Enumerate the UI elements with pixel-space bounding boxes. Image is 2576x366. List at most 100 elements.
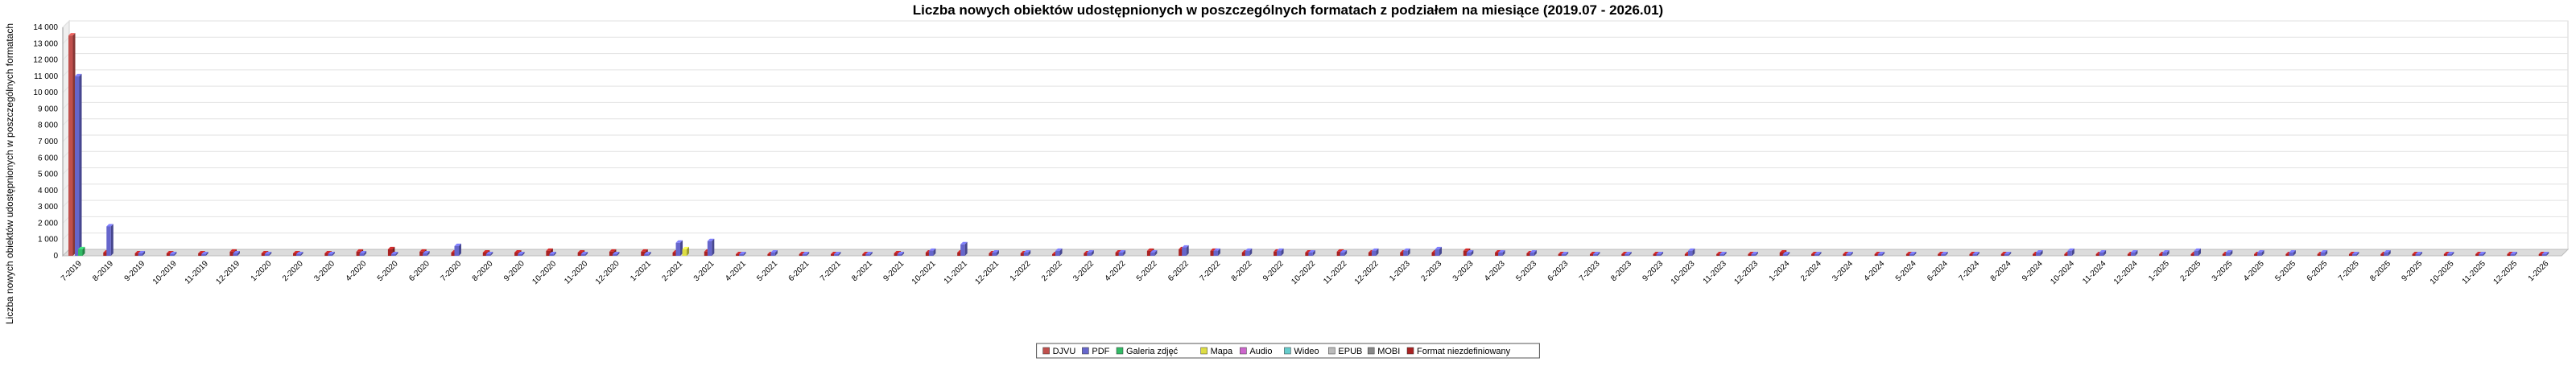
chart-title: Liczba nowych obiektów udostępnionych w … xyxy=(913,2,1663,18)
bar-side-pdf xyxy=(2230,249,2233,256)
bar-top-pdf xyxy=(1371,248,1379,251)
x-tick-label: 10-2024 xyxy=(2049,259,2076,286)
bar-format-niezdefiniowany xyxy=(1653,253,1658,256)
bar-pdf xyxy=(359,253,365,256)
bar-top-pdf xyxy=(201,251,208,254)
x-tick-label: 1-2026 xyxy=(2527,259,2551,283)
gridline-side xyxy=(62,134,70,142)
x-tick-label: 5-2024 xyxy=(1894,259,1918,283)
plot-area: 0 1 000 2 000 3 000 4 000 5 000 6 000 7 000 8 00… xyxy=(33,19,2570,286)
bar-pdf xyxy=(1403,250,1408,256)
bar-pdf xyxy=(1498,252,1503,256)
bar-top-pdf xyxy=(2130,249,2138,253)
bar-top-pdf xyxy=(1814,251,1822,254)
bar-top-pdf xyxy=(1150,249,1158,253)
bar-pdf xyxy=(1814,253,1819,256)
bar-top-pdf xyxy=(1909,251,1917,254)
legend-item-label: Audio xyxy=(1249,347,1272,356)
bar-top-format-niezdefiniowany xyxy=(293,250,300,253)
bar-top-pdf xyxy=(1624,251,1632,254)
y-tick-label: 4 000 xyxy=(38,187,58,195)
bar-pdf xyxy=(707,241,712,256)
bar-top-pdf xyxy=(2004,251,2012,254)
legend-item-label: MOBI xyxy=(1377,347,1400,356)
legend-swatch xyxy=(1116,347,1124,355)
y-tick-label: 11 000 xyxy=(34,72,58,81)
bar-top-pdf xyxy=(1656,251,1664,254)
bar-pdf xyxy=(485,253,491,256)
bar-format-niezdefiniowany xyxy=(799,253,804,256)
bar-side-pdf xyxy=(1059,248,1063,256)
bar-format-niezdefiniowany xyxy=(641,251,646,256)
bar-side-pdf xyxy=(300,251,303,256)
x-tick-label: 10-2021 xyxy=(910,259,938,286)
y-tick-label: 5 000 xyxy=(38,171,58,179)
bar-top-format-niezdefiniowany xyxy=(198,250,205,253)
x-tick-label: 1-2023 xyxy=(1388,259,1412,283)
gridline-side xyxy=(62,199,70,208)
bar-pdf xyxy=(1719,253,1724,256)
bar-format-niezdefiniowany xyxy=(1495,252,1500,256)
bar-format-niezdefiniowany xyxy=(767,253,772,256)
bar-format-niezdefiniowany xyxy=(514,252,519,256)
bar-top-pdf xyxy=(2194,248,2202,251)
x-tick-label: 5-2023 xyxy=(1514,259,1538,283)
gridline-side xyxy=(62,102,70,109)
x-tick-label: 8-2019 xyxy=(91,259,115,283)
bar-side-pdf xyxy=(1186,245,1189,256)
bar-side-pdf xyxy=(774,249,778,256)
bar-top-pdf xyxy=(106,224,114,227)
bar-pdf xyxy=(1877,253,1883,256)
bar-side-pdf xyxy=(2546,251,2549,256)
gridline-side xyxy=(62,20,70,28)
bar-side-galeria-zdjęć xyxy=(82,246,85,256)
gridline-side xyxy=(62,167,70,175)
x-tick-label: 10-2023 xyxy=(1670,259,1697,286)
bar-pdf xyxy=(233,253,237,256)
bar-pdf xyxy=(1118,252,1124,256)
bar-side-pdf xyxy=(1597,251,1600,256)
bar-format-niezdefiniowany xyxy=(419,251,424,256)
bar-galeria-zdjęć xyxy=(78,249,83,256)
bar-format-niezdefiniowany xyxy=(2380,253,2385,256)
bar-side-pdf xyxy=(2483,251,2486,256)
x-tick-label: 8-2024 xyxy=(1989,259,2013,283)
bar-format-niezdefiniowany xyxy=(989,253,993,256)
bar-format-niezdefiniowany xyxy=(482,252,488,256)
bar-top-pdf xyxy=(1023,249,1031,253)
bar-side-pdf xyxy=(1945,251,1948,256)
x-tick-label: 11-2020 xyxy=(563,259,590,286)
bar-top-pdf xyxy=(1435,246,1443,249)
bar-format-niezdefiniowany xyxy=(293,253,298,256)
bar-pdf xyxy=(169,253,175,256)
x-tick-label: 5-2025 xyxy=(2273,259,2297,283)
bar-pdf xyxy=(2289,252,2293,256)
bar-format-niezdefiniowany xyxy=(1305,252,1310,256)
bar-pdf xyxy=(1435,249,1440,256)
x-tick-label: 9-2023 xyxy=(1641,259,1666,283)
bar-top-pdf xyxy=(454,243,461,246)
bar-top-pdf xyxy=(2479,251,2486,254)
bar-pdf xyxy=(2036,252,2041,256)
x-tick-label: 5-2021 xyxy=(755,259,779,283)
bar-pdf xyxy=(928,250,934,256)
bar-side-pdf xyxy=(364,250,367,256)
x-tick-label: 3-2024 xyxy=(1831,259,1855,283)
bar-format-niezdefiniowany xyxy=(1274,251,1278,256)
bar-pdf xyxy=(328,253,332,256)
bar-top-pdf xyxy=(2446,251,2454,254)
bar-top-pdf xyxy=(169,251,177,254)
bar-top-format-niezdefiniowany xyxy=(546,248,553,251)
bar-side-pdf xyxy=(110,224,114,256)
bar-format-niezdefiniowany xyxy=(1020,253,1026,256)
bar-format-niezdefiniowany xyxy=(957,252,962,256)
bar-top-format-niezdefiniowany xyxy=(609,249,617,252)
bar-side-pdf xyxy=(617,251,620,256)
y-axis-label: Liczba nowych obiektów udostępnionych w … xyxy=(4,23,15,324)
bar-top-pdf xyxy=(2257,249,2264,253)
bar-pdf xyxy=(2225,252,2231,256)
bar-format-niezdefiniowany xyxy=(1779,252,1785,256)
bar-pdf xyxy=(2130,252,2136,256)
x-tick-label: 11-2022 xyxy=(1322,259,1349,286)
